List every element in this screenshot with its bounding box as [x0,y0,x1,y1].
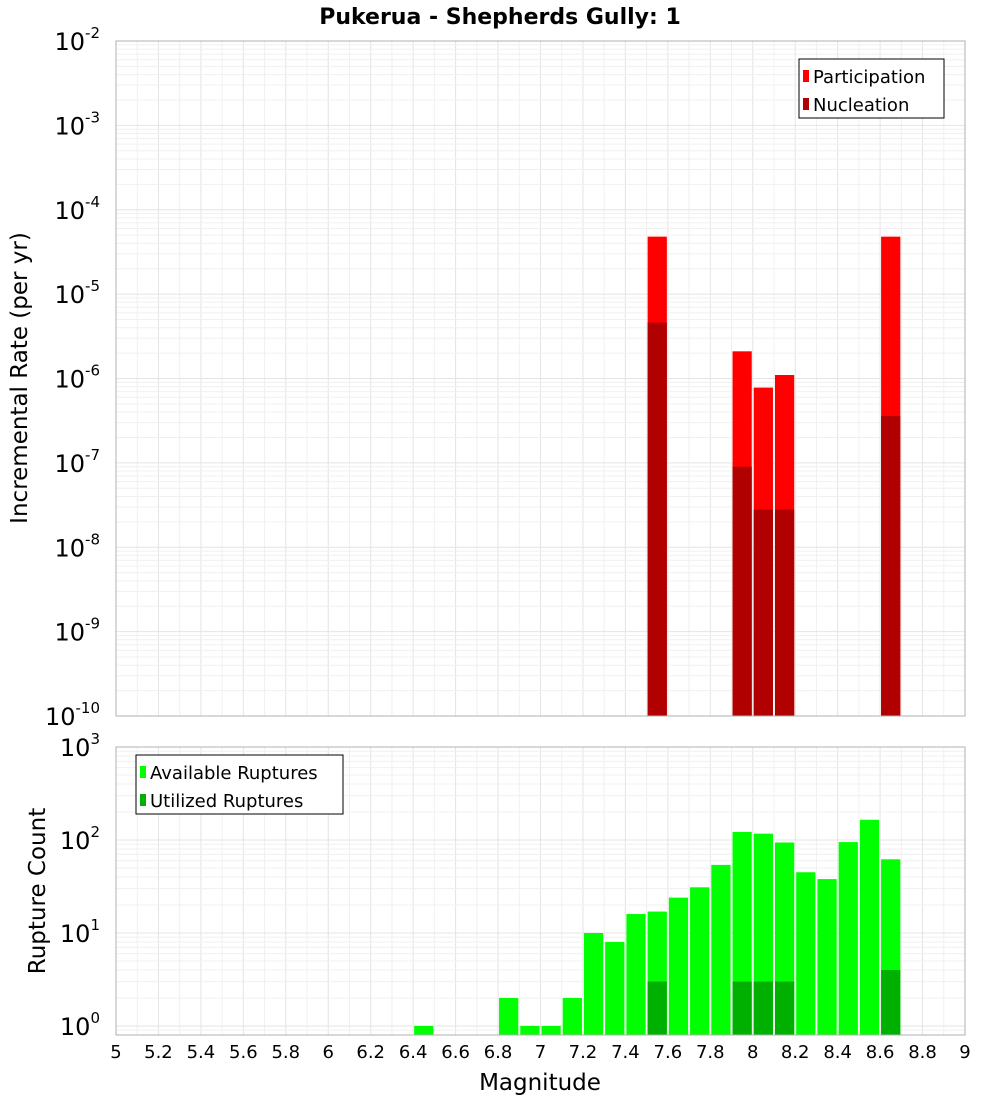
utilized-ruptures-bar [881,969,901,1035]
x-tick-label: 6 [323,1042,334,1063]
bottom-y-axis-label: Rupture Count [25,808,51,974]
x-tick-label: 8.6 [866,1042,895,1063]
available-ruptures-bar [499,997,519,1035]
utilized-ruptures-bar [753,981,773,1035]
utilized-ruptures-bar [732,981,752,1035]
participation-nucleation-panel: 10-10 10-9 10-8 10-7 10-6 10-5 10-4 10-3 10-2 Par… [45,24,966,731]
available-ruptures-bar [414,1025,434,1035]
top-y-tick-label: 10-10 [45,699,100,731]
x-tick-label: 7 [535,1042,546,1063]
nucleation-bar [774,509,795,716]
top-y-tick-label: 10-9 [54,615,100,647]
x-tick-label: 8.4 [823,1042,852,1063]
x-tick-label: 7.2 [569,1042,598,1063]
available-ruptures-bar [562,997,582,1035]
top-bars [647,236,901,716]
available-ruptures-bar [626,914,646,1035]
x-tick-label: 5.4 [187,1042,216,1063]
x-tick-label: 5.2 [144,1042,173,1063]
available-ruptures-legend-label: Available Ruptures [150,763,318,784]
available-ruptures-bar [541,1025,561,1035]
rupture-count-panel: 100 101 102 103 5 5.2 5.4 5.6 5.8 6 6.2 6.4 6.6 6.8 7 7… [60,730,971,1063]
top-y-tick-label: 10-5 [54,277,100,309]
nucleation-legend-label: Nucleation [813,95,909,116]
x-tick-label: 5.6 [229,1042,258,1063]
nucleation-bar [732,466,752,716]
x-tick-label: 6.2 [356,1042,385,1063]
top-y-tick-label: 10-6 [54,362,100,394]
participation-legend-label: Participation [813,67,925,88]
available-ruptures-bar [796,872,816,1035]
x-tick-label: 6.6 [441,1042,470,1063]
nucleation-bar [753,509,773,716]
bottom-y-tick-label: 101 [60,916,100,948]
x-tick-label: 5 [110,1042,121,1063]
x-tick-label: 5.8 [271,1042,300,1063]
top-y-tick-label: 10-4 [54,193,100,225]
nucleation-bar [881,415,901,716]
bottom-y-ticks: 100 101 102 103 [60,730,100,1041]
utilized-ruptures-legend-label: Utilized Ruptures [150,791,303,812]
x-tick-label: 7.4 [611,1042,640,1063]
bottom-y-tick-label: 103 [60,730,100,762]
top-legend-box [798,58,945,119]
x-tick-label: 8.2 [781,1042,810,1063]
available-ruptures-legend-swatch [140,766,146,778]
top-y-axis-label: Incremental Rate (per yr) [7,232,33,524]
top-grid [115,40,966,717]
available-ruptures-bar [605,942,625,1035]
top-y-tick-label: 10-2 [54,24,100,56]
available-ruptures-bar [690,887,710,1035]
utilized-ruptures-bar [647,981,667,1035]
participation-legend-swatch [803,70,809,82]
available-ruptures-bar [711,864,731,1035]
bottom-legend: Available Ruptures Utilized Ruptures [135,754,344,815]
available-ruptures-bar [838,842,858,1035]
available-ruptures-bar [817,879,837,1035]
available-ruptures-bar [859,819,880,1035]
x-tick-label: 7.8 [696,1042,725,1063]
x-tick-label: 8.8 [908,1042,937,1063]
bottom-bars [414,819,901,1035]
nucleation-bar [647,322,667,716]
available-ruptures-bar [520,1025,540,1035]
utilized-ruptures-bar [774,981,795,1035]
bottom-y-tick-label: 100 [60,1009,100,1041]
x-tick-label: 6.8 [484,1042,513,1063]
nucleation-legend-swatch [803,98,809,110]
available-ruptures-bar [583,932,604,1035]
top-y-tick-label: 10-7 [54,446,100,478]
bottom-y-tick-label: 102 [60,823,100,855]
top-y-tick-label: 10-8 [54,530,100,562]
top-y-ticks: 10-10 10-9 10-8 10-7 10-6 10-5 10-4 10-3 10-2 [45,24,100,731]
top-legend: Participation Nucleation [798,58,945,119]
x-ticks: 5 5.2 5.4 5.6 5.8 6 6.2 6.4 6.6 6.8 7 7.2 7.4 7.6 7.8 8… [110,1042,970,1063]
utilized-ruptures-legend-swatch [140,794,146,806]
bottom-plot-frame [115,746,966,1036]
available-ruptures-bar [668,897,689,1035]
x-tick-label: 9 [959,1042,970,1063]
x-tick-label: 8 [747,1042,758,1063]
top-y-tick-label: 10-3 [54,108,100,140]
chart-title: Pukerua - Shepherds Gully: 1 [319,5,681,30]
x-tick-label: 6.4 [399,1042,428,1063]
bottom-legend-box [135,754,344,815]
top-plot-frame [115,40,966,717]
x-tick-label: 7.6 [654,1042,683,1063]
x-axis-label: Magnitude [479,1070,601,1096]
